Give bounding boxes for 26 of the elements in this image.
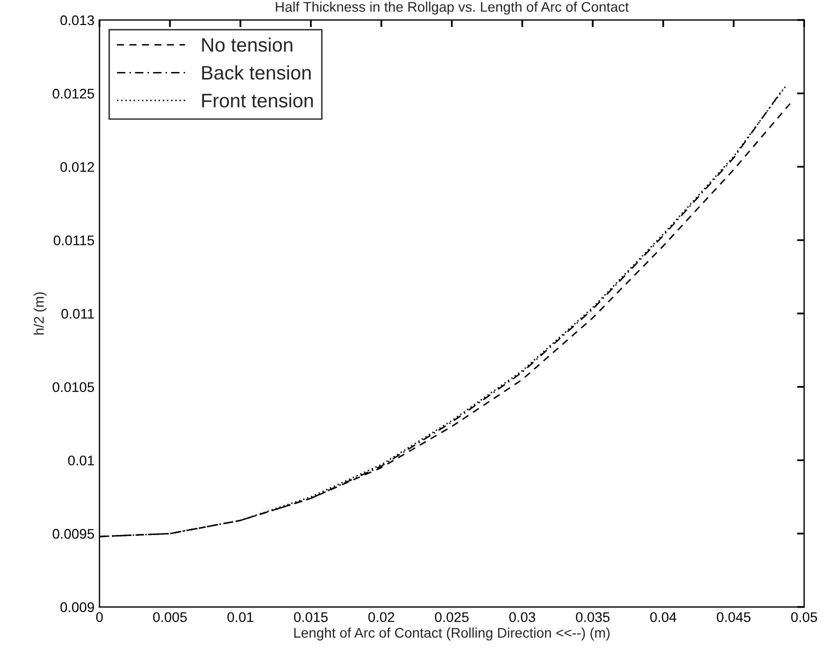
- x-tick-label: 0: [96, 612, 103, 622]
- x-tick-label: 0.035: [576, 612, 610, 622]
- y-tick-label: 0.013: [60, 15, 94, 26]
- x-tick-label: 0.04: [650, 612, 676, 622]
- y-tick-label: 0.011: [61, 308, 94, 319]
- y-tick-label: 0.0105: [52, 382, 94, 392]
- x-tick-label: 0.02: [368, 612, 394, 622]
- x-tick-label: 0.045: [716, 612, 750, 622]
- y-tick-label: 0.0125: [52, 88, 94, 99]
- y-tick-label: 0.0095: [52, 528, 94, 539]
- legend-label: No tension: [202, 38, 292, 52]
- y-axis-title: h/2 (m): [34, 292, 47, 335]
- y-tick-label: 0.012: [60, 162, 94, 172]
- x-tick-label: 0.025: [434, 612, 469, 622]
- x-tick-label: 0.015: [294, 612, 328, 622]
- y-tick-label: 0.01: [68, 456, 94, 466]
- chart-title: Half Thickness in the Rollgap vs. Length of Arc of Contact: [276, 2, 629, 15]
- y-tick-label: 0.009: [60, 602, 94, 612]
- x-tick-label: 0.01: [227, 612, 254, 622]
- legend-label: Front tension: [202, 93, 313, 108]
- x-tick-label: 0.005: [153, 612, 187, 622]
- y-tick-label: 0.0115: [54, 235, 94, 246]
- legend-label: Back tension: [202, 65, 311, 80]
- x-axis-title: Lenght of Arc of Contact (Rolling Direction <<--) (m): [294, 628, 610, 641]
- x-tick-label: 0.05: [791, 612, 818, 622]
- x-tick-label: 0.03: [509, 612, 536, 622]
